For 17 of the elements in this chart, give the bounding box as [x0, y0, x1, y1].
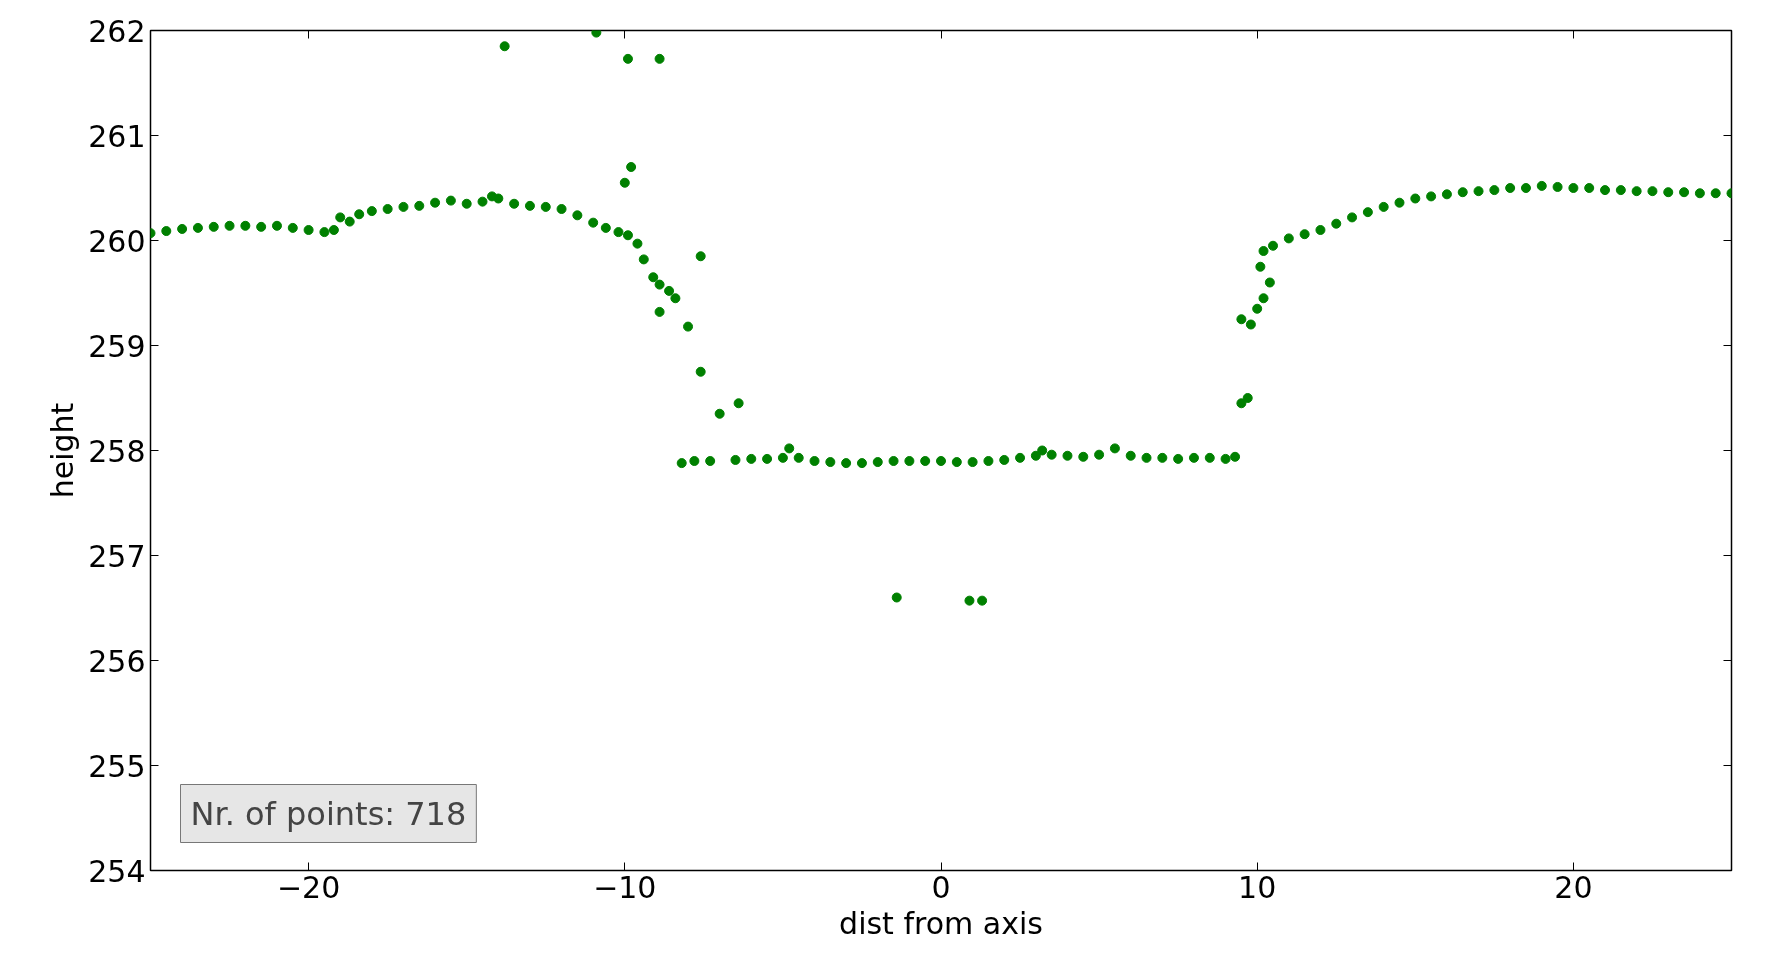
- y-tick-label: 261: [88, 118, 146, 154]
- y-tick-label: 262: [88, 13, 146, 49]
- x-tick-label: −20: [276, 869, 341, 905]
- y-tick-label: 260: [88, 223, 146, 259]
- y-tick-label: 258: [88, 433, 146, 469]
- x-tick-label: −10: [593, 869, 657, 905]
- y-tick-label: 257: [88, 538, 146, 574]
- y-tick-label: 255: [88, 748, 146, 784]
- y-tick-label: 254: [88, 853, 146, 889]
- y-tick-label: 256: [88, 643, 146, 679]
- x-axis-title: dist from axis: [839, 905, 1043, 941]
- x-tick-label: 0: [931, 869, 951, 905]
- x-tick-label: 10: [1238, 869, 1277, 905]
- annotation: Nr. of points: 718: [190, 794, 467, 833]
- x-tick-label: 20: [1554, 869, 1593, 905]
- y-axis-title: height: [45, 402, 81, 499]
- y-tick-label: 259: [88, 328, 146, 364]
